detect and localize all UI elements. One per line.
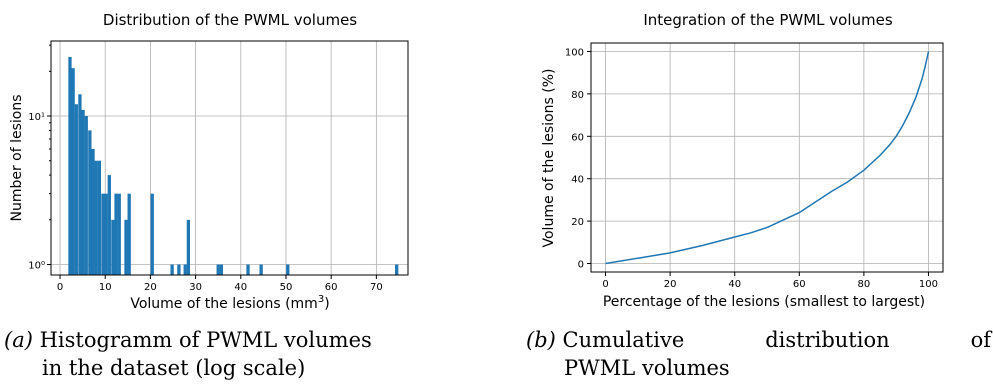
caption-b-word2: distribution [765,328,890,352]
caption-b-tag: (b) [526,328,556,352]
histogram-bar [104,193,108,275]
histogram-x-axis-label: Volume of the lesions (mm3) [130,294,329,312]
histogram-bar [78,94,82,275]
hist-x-tick-label: 50 [280,282,293,293]
histogram-bar [111,219,115,275]
cum-x-tick-label: 0 [602,279,608,290]
histogram-bar [150,193,154,275]
cumulative-series [605,51,930,265]
hist-x-tick-label: 70 [370,282,383,293]
histogram-bar [97,160,102,275]
histogram-y-axis-label: Number of lesions [9,94,25,221]
histogram-bar [74,104,78,276]
histogram-chart: Distribution of the PWML volumes 0 10 20 30… [9,11,409,312]
histogram-axes-frame [50,40,409,276]
cum-x-tick-label: 100 [919,279,938,290]
histogram-bar [170,264,174,275]
histogram-title: Distribution of the PWML volumes [103,11,357,29]
cumulative-chart: Integration of the PWML volumes 0 20 40 60 8… [541,11,944,310]
cumulative-axes-frame [590,42,944,273]
histogram-bar [88,130,92,275]
histogram-bar [219,264,224,275]
hist-x-tick-label: 40 [234,282,247,293]
caption-b-line2: PWML volumes [564,356,730,380]
hist-y-tick-label: 10⁰ [28,261,45,272]
histogram-bar [107,175,111,275]
hist-x-tick-label: 30 [189,282,202,293]
cum-y-tick-label: 40 [571,175,584,186]
histogram-bar [81,109,85,276]
cumulative-title: Integration of the PWML volumes [643,11,893,29]
histogram-bar [68,56,72,276]
histogram-bar [246,264,250,275]
cum-x-tick-label: 20 [664,279,677,290]
cum-x-tick-label: 80 [858,279,871,290]
cum-y-tick-label: 100 [565,47,584,58]
cum-y-tick-label: 0 [578,260,584,271]
histogram-bar [186,219,191,275]
hist-x-tick-label: 0 [57,282,63,293]
hist-x-tick-label: 60 [325,282,338,293]
cumulative-x-axis-label: Percentage of the lesions (smallest to l… [603,294,925,310]
histogram-bar [127,193,131,275]
histogram-bar [117,193,121,275]
cum-y-tick-label: 20 [571,217,584,228]
cumulative-y-axis-label: Volume of the lesions (%) [541,69,557,248]
histogram-bar [286,264,290,275]
hist-x-tick-label: 20 [144,282,157,293]
cumulative-series-line [605,51,930,265]
histogram-bar [183,264,187,275]
caption-a-tag: (a) [4,328,33,352]
histogram-bar [177,264,181,275]
histogram-bar [91,148,95,275]
histogram-bar [259,264,263,275]
histogram-bar [114,193,118,275]
caption-a-line2: in the dataset (log scale) [42,356,306,380]
histogram-bar [84,116,88,275]
hist-x-tick-label: 10 [99,282,112,293]
cumulative-ticks: 0 20 40 60 80 100 0 20 40 60 80 100 [565,47,938,290]
cumulative-grid [591,43,943,272]
histogram-bar [94,160,98,275]
histogram-bar [395,264,399,275]
histogram-bar [101,193,105,275]
caption-a: (a) Histogramm of PWML volumes in the da… [4,326,464,382]
caption-b: (b) Cumulative distribution of PWML volu… [526,326,991,382]
histogram-bars [68,56,399,276]
histogram-bar [216,264,220,275]
histogram-bar [71,68,75,275]
cum-y-tick-label: 60 [571,132,584,143]
histogram-bar [124,219,128,275]
caption-b-word3: of [970,328,991,352]
cum-y-tick-label: 80 [571,90,584,101]
caption-a-line1: Histogramm of PWML volumes [39,328,372,352]
caption-b-word1: Cumulative [562,328,685,352]
cum-x-tick-label: 40 [728,279,741,290]
histogram-ticks: 0 10 20 30 40 50 60 70 10⁰ 10¹ [28,44,383,293]
hist-y-tick-label: 10¹ [28,112,45,123]
cum-x-tick-label: 60 [793,279,806,290]
